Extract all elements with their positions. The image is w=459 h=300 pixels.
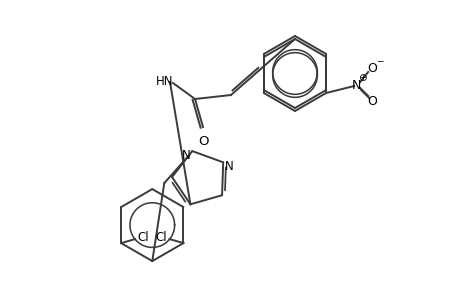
- Text: HN: HN: [156, 74, 174, 88]
- Text: N: N: [224, 160, 233, 173]
- Text: N: N: [181, 148, 190, 162]
- Text: ⊕: ⊕: [357, 73, 366, 83]
- Text: −: −: [375, 56, 383, 65]
- Text: O: O: [366, 61, 376, 74]
- Text: N: N: [351, 79, 360, 92]
- Text: Cl: Cl: [156, 231, 167, 244]
- Text: Cl: Cl: [137, 231, 148, 244]
- Text: O: O: [198, 135, 209, 148]
- Text: O: O: [366, 94, 376, 107]
